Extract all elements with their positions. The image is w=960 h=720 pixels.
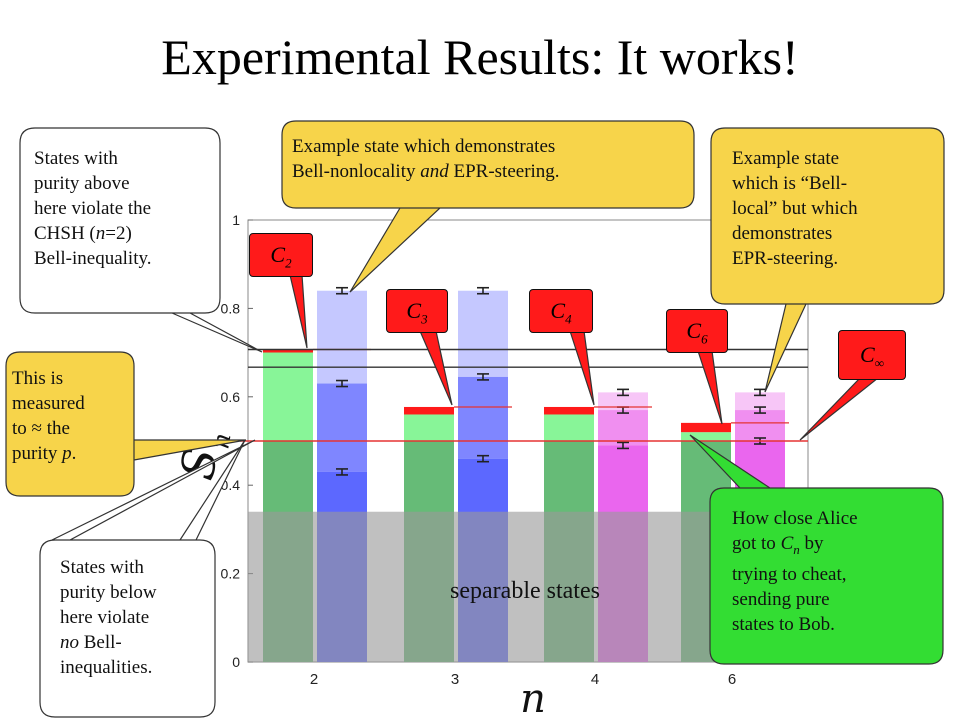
pointer-c6 xyxy=(697,350,723,425)
error-bar xyxy=(477,286,489,295)
callout-example-both xyxy=(281,120,695,293)
y-tick-label: 0 xyxy=(232,654,240,670)
bar-state-upper xyxy=(598,392,648,411)
error-bar xyxy=(617,388,629,397)
bar-state-upper xyxy=(317,290,367,384)
error-bar xyxy=(336,379,348,388)
y-tick-label: 0.6 xyxy=(221,389,241,405)
bar-state-mid xyxy=(598,410,648,446)
label-c4: C4 xyxy=(529,289,593,333)
bar-state-upper xyxy=(735,392,785,411)
x-tick-label: 3 xyxy=(451,671,459,688)
callout-alice xyxy=(689,434,944,665)
error-bar xyxy=(336,286,348,295)
callout-alice-text: How close Alice got to Cn by trying to c… xyxy=(732,508,858,635)
pointer-c2 xyxy=(289,274,308,349)
label-c2: C2 xyxy=(249,233,313,277)
error-bar xyxy=(477,454,489,463)
callout-no-bell xyxy=(39,439,256,718)
callout-example-local xyxy=(710,127,945,393)
error-bar xyxy=(477,373,489,381)
pointer-c4 xyxy=(569,330,595,406)
bar-bound-cap xyxy=(681,422,731,433)
label-c3: C3 xyxy=(386,289,448,333)
bar-cheat xyxy=(263,349,313,441)
y-tick-label: 0.8 xyxy=(221,300,241,316)
error-bar xyxy=(336,468,348,476)
callout-example-local-text: Example state which is “Bell- local” but… xyxy=(732,148,858,269)
callout-example-both-text: Example state which demonstrates Bell-no… xyxy=(292,136,560,182)
slide-title: Experimental Results: It works! xyxy=(161,29,799,85)
callout-chsh xyxy=(19,127,263,353)
callout-no-bell-text: States with purity below here violate no… xyxy=(60,557,157,678)
bar-cheat xyxy=(404,414,454,441)
error-bar xyxy=(617,441,629,450)
y-tick-label: 1 xyxy=(232,212,240,228)
bar-bound-cap xyxy=(263,349,313,353)
pointer-c3 xyxy=(419,330,453,406)
callout-measured-text: This is measured to ≈ the purity p. xyxy=(12,368,85,464)
pointer-cinf xyxy=(799,377,880,441)
bar-cheat xyxy=(544,414,594,441)
callout-chsh-text: States with purity above here violate th… xyxy=(34,148,152,269)
y-tick-label: 0.2 xyxy=(221,566,241,582)
x-tick-label: 6 xyxy=(728,671,736,688)
bar-state-upper xyxy=(458,290,508,377)
bar-cheat xyxy=(681,432,731,441)
error-bar xyxy=(754,388,766,397)
bar-bound-cap xyxy=(544,406,594,415)
bar-state-mid xyxy=(317,383,367,472)
callout-measured xyxy=(5,351,247,497)
separable-label: separable states xyxy=(450,578,600,604)
label-cinf: C∞ xyxy=(838,330,906,380)
label-c6: C6 xyxy=(666,309,728,353)
x-tick-label: 2 xyxy=(310,671,318,688)
bar-bound-cap xyxy=(404,406,454,415)
bar-state-mid xyxy=(735,410,785,441)
x-axis-label: n xyxy=(520,676,546,720)
bar-state-mid xyxy=(458,376,508,459)
error-bar xyxy=(754,406,766,414)
x-tick-label: 4 xyxy=(591,671,599,688)
